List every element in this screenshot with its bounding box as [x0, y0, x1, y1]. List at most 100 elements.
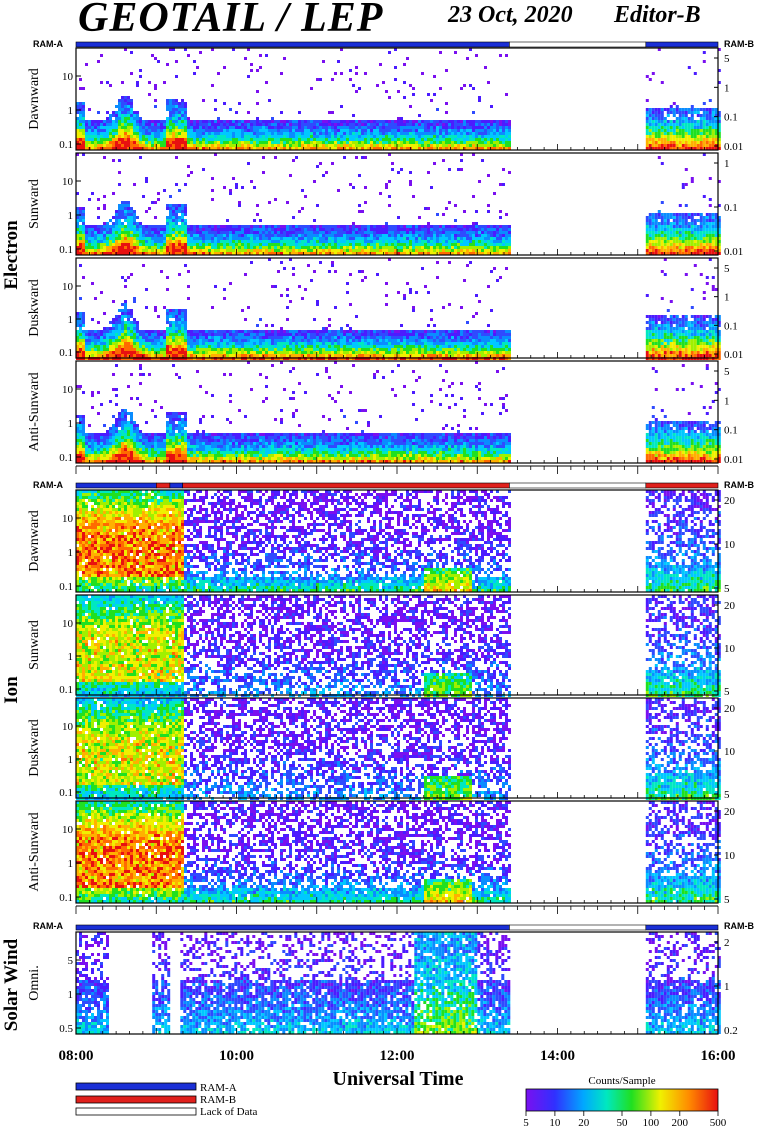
spectro-cell [654, 222, 658, 225]
spectro-cell [714, 216, 718, 219]
spectro-cell [328, 252, 331, 255]
spectro-cell [109, 141, 112, 144]
spectro-cell [708, 231, 712, 234]
spectro-cell [427, 225, 430, 228]
spectro-cell [241, 123, 244, 126]
spectro-cell [648, 237, 652, 240]
spectro-cell [133, 333, 136, 336]
spectro-cell [436, 132, 439, 135]
spectro-cell [708, 111, 712, 114]
spectro-cell [397, 252, 400, 255]
spectro-cell [196, 354, 199, 357]
spectro-cell [322, 237, 325, 240]
spectro-cell [304, 249, 307, 252]
spectro-cell [151, 330, 154, 333]
spectro-cell [151, 144, 154, 147]
spectro-cell [151, 129, 154, 132]
spectro-cell [121, 351, 124, 354]
spectro-cell [187, 147, 190, 150]
spectro-cell [663, 129, 667, 132]
spectro-cell [687, 108, 691, 111]
spectro-cell [687, 129, 691, 132]
spectro-cell [202, 120, 205, 123]
spectro-cell [657, 120, 661, 123]
spectro-cell [85, 246, 88, 249]
spectro-cell [118, 204, 121, 207]
spectro-cell [121, 309, 124, 312]
spectro-cell [76, 321, 79, 324]
spectro-cell [148, 207, 151, 210]
spectro-cell [502, 240, 505, 243]
spectro-cell [475, 222, 478, 225]
spectro-cell [232, 333, 235, 336]
spectro-cell [505, 138, 508, 141]
spectro-cell [415, 249, 418, 252]
spectro-cell [708, 246, 712, 249]
spectro-cell [154, 123, 157, 126]
spectro-cell [100, 228, 103, 231]
spectro-cell [406, 147, 409, 150]
spectro-cell [322, 240, 325, 243]
spectro-cell [94, 297, 97, 300]
spectro-cell [79, 87, 82, 90]
spectro-cell [127, 210, 130, 213]
spectro-cell [310, 132, 313, 135]
spectro-cell [391, 123, 394, 126]
spectro-cell [91, 237, 94, 240]
spectro-cell [346, 237, 349, 240]
spectro-cell [502, 252, 505, 255]
spectro-cell [208, 120, 211, 123]
spectro-cell [139, 126, 142, 129]
spectro-cell [223, 138, 226, 141]
spectro-cell [355, 123, 358, 126]
spectro-cell [169, 99, 172, 102]
spectro-cell [505, 135, 508, 138]
spectro-cell [226, 330, 229, 333]
spectro-cell [169, 231, 172, 234]
spectro-cell [232, 48, 235, 51]
spectro-cell [382, 237, 385, 240]
spectro-cell [690, 231, 694, 234]
spectro-cell [97, 249, 100, 252]
spectro-cell [427, 249, 430, 252]
spectro-cell [235, 120, 238, 123]
spectro-cell [253, 120, 256, 123]
spectro-cell [118, 117, 121, 120]
spectro-cell [136, 231, 139, 234]
spectro-cell [702, 120, 706, 123]
spectro-cell [657, 213, 661, 216]
spectro-cell [460, 129, 463, 132]
spectro-cell [385, 120, 388, 123]
spectro-cell [385, 132, 388, 135]
spectro-cell [403, 231, 406, 234]
spectro-cell [385, 141, 388, 144]
spectro-cell [85, 249, 88, 252]
spectro-cell [241, 240, 244, 243]
spectro-cell [82, 213, 85, 216]
spectro-cell [376, 84, 379, 87]
spectro-cell [370, 126, 373, 129]
spectro-cell [205, 135, 208, 138]
spectro-cell [301, 129, 304, 132]
spectro-cell [250, 336, 253, 339]
spectro-cell [172, 132, 175, 135]
spectro-cell [675, 144, 679, 147]
spectro-cell [172, 225, 175, 228]
spectro-cell [124, 237, 127, 240]
spectro-cell [265, 249, 268, 252]
spectro-cell [358, 174, 361, 177]
spectro-cell [265, 252, 268, 255]
spectro-cell [343, 246, 346, 249]
spectro-cell [97, 198, 100, 201]
spectro-cell [313, 147, 316, 150]
spectro-cell [223, 129, 226, 132]
spectro-cell [675, 138, 679, 141]
spectro-cell [136, 252, 139, 255]
spectro-cell [367, 231, 370, 234]
spectro-cell [157, 243, 160, 246]
spectro-cell [238, 330, 241, 333]
spectro-cell [645, 228, 649, 231]
spectro-cell [163, 333, 166, 336]
spectro-cell [394, 240, 397, 243]
spectro-cell [490, 225, 493, 228]
